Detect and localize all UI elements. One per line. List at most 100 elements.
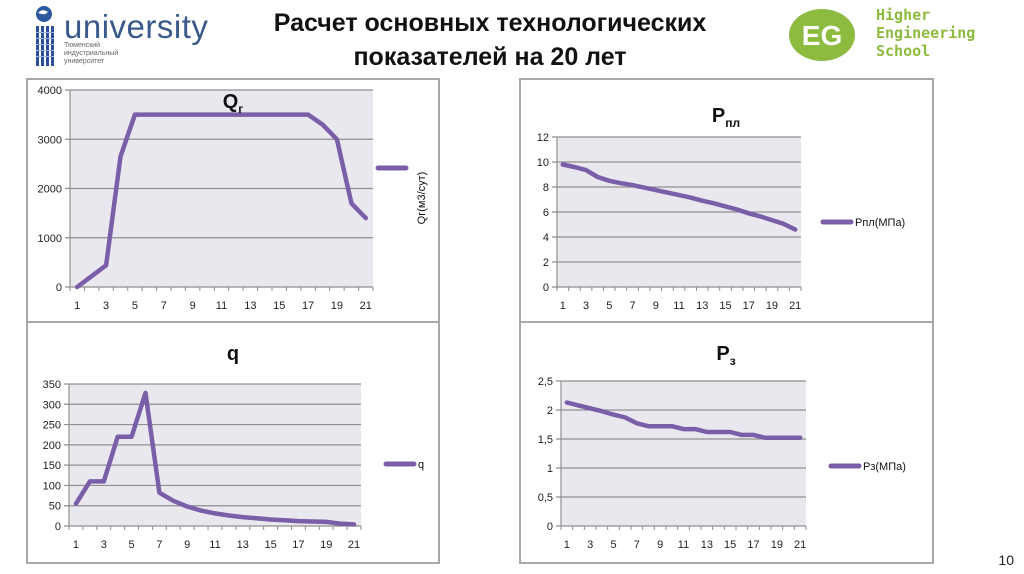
university-emblem-icon: [36, 6, 54, 66]
university-subtitle: Тюменский индустриальный университет: [64, 42, 118, 66]
x-tick-label: 1: [73, 539, 79, 551]
y-tick-label: 0: [55, 521, 61, 533]
eg-logo: EG: [786, 6, 858, 69]
eg-line-2: Engineering: [876, 24, 976, 42]
y-tick-label: 1: [547, 463, 553, 475]
y-tick-label: 2,5: [538, 376, 553, 388]
x-tick-label: 17: [292, 539, 304, 551]
series-line: [560, 162, 798, 232]
page-number: 10: [998, 552, 1014, 568]
university-subtitle-line: индустриальный: [64, 50, 119, 57]
x-tick-label: 11: [216, 300, 227, 312]
x-tick-label: 21: [360, 300, 372, 312]
university-wordmark: university: [64, 8, 209, 45]
chart-title: Qг: [223, 91, 244, 116]
y-tick-label: 50: [49, 501, 61, 513]
slide-title-line-1: Расчет основных технологических: [273, 9, 707, 37]
legend-label: Pз(МПа): [863, 461, 906, 473]
y-tick-label: 300: [43, 399, 61, 411]
y-tick-label: 12: [537, 132, 549, 144]
eg-line-1: Higher: [876, 6, 931, 24]
x-tick-label: 15: [719, 300, 731, 312]
y-tick-label: 6: [543, 207, 549, 219]
x-tick-label: 13: [701, 539, 713, 551]
x-tick-label: 17: [743, 300, 755, 312]
series-line: [73, 390, 357, 527]
legend-label: Pпл(МПа): [855, 217, 905, 229]
x-tick-label: 19: [331, 300, 343, 312]
x-tick-label: 11: [678, 539, 689, 551]
y-tick-label: 100: [43, 480, 61, 492]
x-tick-label: 15: [264, 539, 276, 551]
x-tick-label: 11: [209, 539, 220, 551]
y-tick-label: 250: [43, 420, 61, 432]
y-tick-label: 1000: [38, 233, 62, 245]
x-tick-label: 3: [101, 539, 107, 551]
y-tick-label: 0: [56, 282, 62, 294]
x-tick-label: 19: [766, 300, 778, 312]
x-tick-label: 1: [560, 300, 566, 312]
slide-title: Расчет основных технологических показате…: [200, 6, 780, 74]
x-tick-label: 15: [273, 300, 285, 312]
eg-badge-icon: EG: [789, 9, 855, 61]
x-tick-label: 1: [74, 300, 80, 312]
legend: Pпл(МПа): [820, 217, 905, 229]
x-tick-label: 7: [161, 300, 167, 312]
x-tick-label: 9: [653, 300, 659, 312]
legend: q: [383, 459, 424, 471]
y-tick-label: 4000: [38, 85, 62, 97]
x-tick-label: 3: [587, 539, 593, 551]
y-tick-label: 0: [547, 521, 553, 533]
x-tick-label: 17: [747, 539, 759, 551]
x-tick-label: 19: [320, 539, 332, 551]
y-tick-label: 150: [43, 460, 61, 472]
chart-title: Pпл: [712, 105, 740, 130]
x-tick-label: 5: [129, 539, 135, 551]
x-tick-label: 21: [348, 539, 360, 551]
y-tick-label: 0: [543, 282, 549, 294]
right-frame-divider: [519, 321, 934, 323]
x-tick-label: 1: [564, 539, 570, 551]
x-tick-label: 9: [190, 300, 196, 312]
slide-title-line-2: показателей на 20 лет: [353, 43, 627, 71]
y-tick-label: 0,5: [538, 492, 553, 504]
y-tick-label: 1,5: [538, 434, 553, 446]
y-tick-label: 2: [547, 405, 553, 417]
x-tick-label: 7: [629, 300, 635, 312]
x-tick-label: 21: [789, 300, 801, 312]
chart-title: Pз: [716, 343, 735, 368]
university-subtitle-line: Тюменский: [64, 42, 101, 49]
x-tick-label: 9: [184, 539, 190, 551]
y-tick-label: 350: [43, 379, 61, 391]
plot-area: 00,511,522,51 3 5 7 9 11 13 15 17 19 21: [538, 376, 807, 551]
x-tick-label: 7: [634, 539, 640, 551]
y-tick-label: 200: [43, 440, 61, 452]
x-tick-label: 11: [673, 300, 684, 312]
x-tick-label: 21: [794, 539, 806, 551]
x-tick-label: 13: [696, 300, 708, 312]
y-tick-label: 2000: [38, 184, 62, 196]
x-tick-label: 3: [103, 300, 109, 312]
x-tick-label: 13: [244, 300, 256, 312]
left-frame-divider: [26, 321, 440, 323]
x-tick-label: 17: [302, 300, 314, 312]
university-subtitle-line: университет: [64, 58, 105, 65]
y-tick-label: 3000: [38, 134, 62, 146]
eg-school-name: Higher Engineering School: [876, 6, 975, 60]
eg-line-3: School: [876, 42, 931, 60]
x-tick-label: 7: [156, 539, 162, 551]
y-tick-label: 8: [543, 182, 549, 194]
series-line: [564, 400, 803, 441]
svg-text:EG: EG: [802, 20, 842, 51]
y-tick-label: 10: [537, 157, 549, 169]
legend: Qг(м3/сут): [375, 165, 428, 224]
x-tick-label: 19: [771, 539, 783, 551]
x-tick-label: 9: [657, 539, 663, 551]
